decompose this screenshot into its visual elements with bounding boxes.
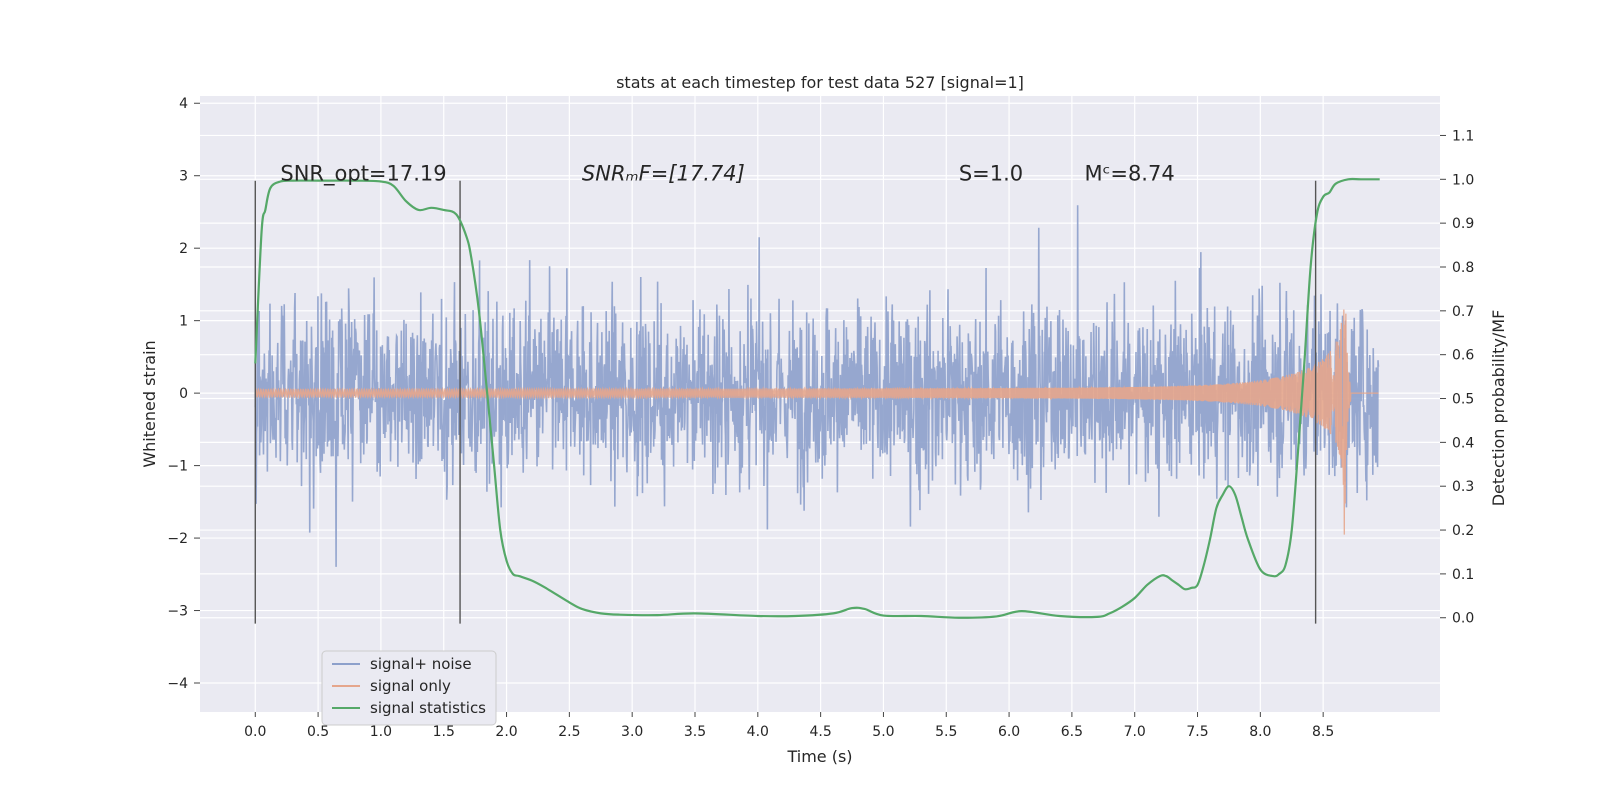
- y2-tick-label-4: 0.4: [1452, 435, 1474, 451]
- y2-tick-label-8: 0.8: [1452, 260, 1474, 276]
- x-tick-label-14: 7.0: [1124, 724, 1146, 740]
- annotation-snr-opt: SNR_opt=17.19: [280, 161, 446, 186]
- x-tick-label-6: 3.0: [621, 724, 643, 740]
- y-tick-label-6: 2: [179, 241, 188, 257]
- y-axis-label: Whitened strain: [140, 340, 159, 467]
- x-tick-label-15: 7.5: [1186, 724, 1208, 740]
- x-tick-label-12: 6.0: [998, 724, 1020, 740]
- annotations: SNR_opt=17.19 SNRₘF=[17.74] S=1.0 Mᶜ=8.7…: [280, 161, 1174, 186]
- vertical-markers: [254, 180, 1317, 624]
- annotation-mc-value: Mᶜ=8.74: [1084, 161, 1174, 185]
- y2-tick-label-3: 0.3: [1452, 479, 1474, 495]
- x-tick-label-17: 8.5: [1312, 724, 1334, 740]
- signal-only-line: [254, 309, 1379, 535]
- annotation-s-value: S=1.0: [959, 161, 1023, 185]
- x-tick-label-7: 3.5: [684, 724, 706, 740]
- x-tick-label-11: 5.5: [935, 724, 957, 740]
- y-tick-label-1: −3: [167, 604, 188, 620]
- y-tick-label-2: −2: [167, 531, 188, 547]
- signal-statistics-line: [254, 177, 1380, 619]
- y2-tick-label-6: 0.6: [1452, 348, 1474, 364]
- x-tick-label-1: 0.5: [307, 724, 329, 740]
- x-tick-label-4: 2.0: [495, 724, 517, 740]
- y2-axis-ticks: 0.0 0.1 0.2 0.3 0.4 0.5 0.6 0.7 0.8 0.9 1.0 1.1: [1440, 128, 1474, 627]
- x-tick-label-3: 1.5: [433, 724, 455, 740]
- y2-tick-label-10: 1.0: [1452, 172, 1474, 188]
- y2-tick-label-1: 0.1: [1452, 567, 1474, 583]
- y2-tick-label-11: 1.1: [1452, 128, 1474, 144]
- x-axis-ticks: 0.0 0.5 1.0 1.5 2.0 2.5 3.0 3.5 4.0 4.5 5.0 5.5 6.0 6…: [244, 712, 1334, 740]
- x-tick-label-2: 1.0: [370, 724, 392, 740]
- chart-title: stats at each timestep for test data 527…: [616, 73, 1024, 92]
- series-signal-statistics: [254, 177, 1380, 619]
- x-tick-label-0: 0.0: [244, 724, 266, 740]
- y2-tick-label-9: 0.9: [1452, 216, 1474, 232]
- y-tick-label-7: 3: [179, 169, 188, 185]
- x-tick-label-10: 5.0: [872, 724, 894, 740]
- x-tick-label-13: 6.5: [1061, 724, 1083, 740]
- y2-axis-label: Detection probability/MF: [1489, 310, 1508, 507]
- y-tick-label-8: 4: [179, 96, 188, 112]
- legend-label-signal-only: signal only: [370, 677, 451, 695]
- legend-label-signal-statistics: signal statistics: [370, 699, 486, 717]
- legend-box: [321, 650, 497, 726]
- y-axis-ticks: −4 −3 −2 −1 0 1 2 3 4: [167, 96, 200, 692]
- y2-tick-label-5: 0.5: [1452, 392, 1474, 408]
- y-tick-label-4: 0: [179, 386, 188, 402]
- series-signal-only: [254, 309, 1379, 535]
- legend-label-signal-plus-noise: signal+ noise: [370, 655, 472, 673]
- y-tick-label-5: 1: [179, 314, 188, 330]
- x-tick-label-5: 2.5: [558, 724, 580, 740]
- annotation-snr-mf: SNRₘF=[17.74]: [582, 161, 745, 185]
- x-tick-label-16: 8.0: [1249, 724, 1271, 740]
- y2-tick-label-2: 0.2: [1452, 523, 1474, 539]
- x-axis-label: Time (s): [786, 747, 852, 766]
- y-tick-label-0: −4: [167, 676, 188, 692]
- y2-tick-label-0: 0.0: [1452, 611, 1474, 627]
- y2-tick-label-7: 0.7: [1452, 304, 1474, 320]
- legend: signal+ noise signal only signal statist…: [321, 650, 497, 726]
- x-tick-label-9: 4.5: [809, 724, 831, 740]
- signal-plus-noise-line: [254, 205, 1380, 567]
- series-signal-plus-noise: [254, 205, 1380, 567]
- y-tick-label-3: −1: [167, 459, 188, 475]
- x-tick-label-8: 4.0: [747, 724, 769, 740]
